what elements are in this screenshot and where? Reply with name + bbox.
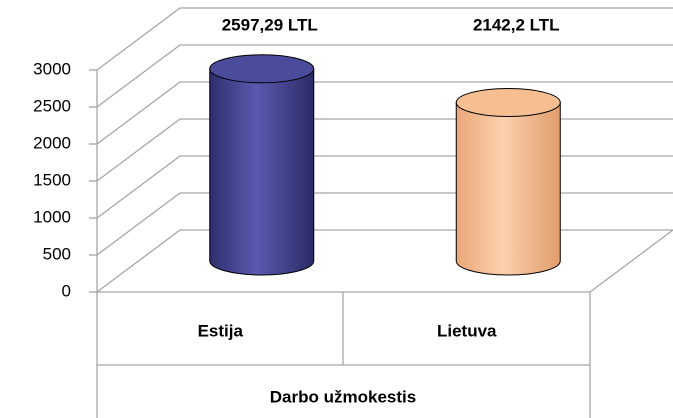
cylinder-top xyxy=(455,87,561,117)
cylinder-body xyxy=(455,101,561,276)
grid-line xyxy=(96,229,673,293)
y-tick-label: 2500 xyxy=(33,96,71,115)
x-tick-label: Lietuva xyxy=(437,321,497,340)
y-tick-label: 2000 xyxy=(33,133,71,152)
grid-line xyxy=(96,81,673,145)
grid-line xyxy=(96,192,673,256)
grid-line xyxy=(96,7,673,71)
x-axis-title: Darbo užmokestis xyxy=(270,387,416,406)
grid-line xyxy=(96,44,673,108)
data-label: 2142,2 LTL xyxy=(473,15,560,34)
y-tick-label: 1500 xyxy=(33,170,71,189)
y-tick-label: 3000 xyxy=(33,59,71,78)
grid-line xyxy=(96,118,673,182)
y-tick-label: 500 xyxy=(43,244,71,263)
frame xyxy=(96,229,673,418)
cylinder-body xyxy=(209,68,315,276)
y-tick-label: 0 xyxy=(62,281,71,300)
grid-line xyxy=(96,155,673,219)
y-tick-label: 1000 xyxy=(33,207,71,226)
cylinder-top xyxy=(209,54,315,84)
data-label: 2597,29 LTL xyxy=(222,15,318,34)
x-tick-label: Estija xyxy=(198,321,244,340)
